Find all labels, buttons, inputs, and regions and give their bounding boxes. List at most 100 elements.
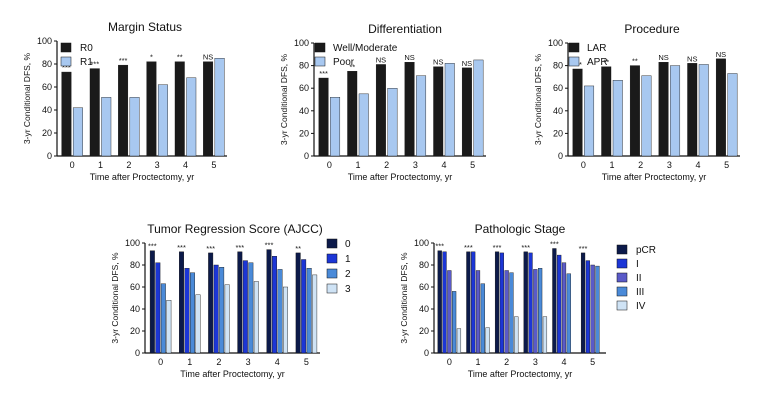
bar — [375, 64, 386, 157]
x-tick-label: 1 — [98, 160, 103, 170]
significance-label: *** — [319, 69, 328, 78]
significance-label: NS — [433, 58, 443, 67]
significance-label: *** — [235, 243, 244, 252]
bar — [146, 61, 157, 157]
legend-swatch — [616, 286, 628, 297]
y-tick-label: 60 — [130, 282, 140, 292]
bar — [277, 269, 283, 354]
bar — [452, 291, 457, 354]
bar — [219, 267, 225, 354]
significance-label: *** — [90, 60, 99, 69]
x-tick-label: 3 — [533, 357, 538, 367]
y-tick-label: 0 — [558, 151, 563, 161]
legend-swatch — [326, 238, 338, 249]
bar — [471, 251, 476, 354]
x-axis-label: Time after Proctectomy, yr — [602, 172, 707, 182]
y-tick-label: 100 — [414, 238, 429, 248]
bar — [347, 71, 358, 157]
bar — [89, 68, 100, 157]
bar — [528, 252, 533, 354]
y-axis-label: 3-yr Conditional DFS, % — [399, 252, 409, 344]
bar — [514, 316, 519, 354]
bar — [670, 65, 681, 157]
bar — [208, 252, 214, 354]
legend-label: I — [636, 259, 639, 270]
chart-title: Differentiation — [368, 22, 442, 36]
bar — [224, 284, 230, 354]
significance-label: ** — [349, 62, 355, 71]
bar — [572, 68, 583, 157]
bar — [456, 328, 462, 354]
bar — [542, 316, 548, 354]
bar — [214, 58, 225, 157]
bar — [330, 97, 341, 157]
legend-label: Poor — [333, 57, 355, 68]
significance-label: *** — [148, 242, 157, 251]
chart-panel: Tumor Regression Score (AJCC)02040608010… — [110, 222, 351, 379]
y-tick-label: 20 — [419, 326, 429, 336]
bar — [404, 62, 415, 157]
significance-label: NS — [658, 53, 668, 62]
bar — [561, 262, 567, 354]
bar — [253, 281, 259, 354]
bar — [242, 260, 248, 354]
bar — [155, 262, 161, 354]
bar — [444, 63, 455, 157]
legend-label: Well/Moderate — [333, 43, 398, 54]
x-tick-label: 0 — [447, 357, 452, 367]
bar — [533, 269, 538, 354]
y-tick-label: 0 — [424, 348, 429, 358]
y-tick-label: 100 — [125, 238, 140, 248]
legend-label: 2 — [345, 269, 351, 280]
bar — [195, 294, 201, 354]
bar — [601, 66, 612, 157]
bar — [312, 274, 318, 354]
y-tick-label: 40 — [553, 106, 563, 116]
x-axis-label: Time after Proctectomy, yr — [180, 369, 285, 379]
bar — [179, 251, 184, 354]
significance-label: *** — [206, 244, 215, 253]
bar — [160, 283, 166, 354]
significance-label: * — [150, 53, 153, 62]
bar — [687, 63, 698, 157]
bar — [416, 75, 427, 157]
y-tick-label: 0 — [47, 151, 52, 161]
bar — [184, 268, 190, 354]
x-tick-label: 1 — [187, 357, 192, 367]
significance-label: NS — [716, 50, 726, 59]
bar — [658, 62, 669, 157]
significance-label: *** — [579, 244, 588, 253]
y-tick-label: 40 — [299, 106, 309, 116]
bar — [301, 259, 307, 354]
legend-label: III — [636, 287, 644, 298]
bar — [480, 283, 485, 354]
bar — [727, 73, 738, 157]
significance-label: *** — [464, 243, 473, 252]
bar — [186, 77, 197, 157]
y-tick-label: 100 — [294, 38, 309, 48]
bar — [266, 249, 272, 354]
x-axis-label: Time after Proctectomy, yr — [90, 172, 195, 182]
y-tick-label: 40 — [42, 105, 52, 115]
significance-label: ** — [295, 244, 301, 253]
bar — [157, 84, 168, 157]
bar — [461, 67, 472, 157]
bar — [494, 251, 500, 354]
x-tick-label: 4 — [561, 357, 566, 367]
x-tick-label: 2 — [504, 357, 509, 367]
x-tick-label: 2 — [638, 160, 643, 170]
x-tick-label: 0 — [158, 357, 163, 367]
significance-label: *** — [521, 243, 530, 252]
bar — [698, 64, 709, 157]
bar — [447, 270, 452, 354]
legend-swatch — [326, 253, 338, 264]
bar — [174, 61, 185, 157]
bar — [190, 272, 195, 354]
legend-swatch — [568, 42, 580, 53]
bar — [641, 75, 652, 157]
y-tick-label: 80 — [299, 61, 309, 71]
legend-swatch — [616, 258, 628, 269]
bar — [557, 254, 562, 354]
bar — [566, 273, 571, 354]
